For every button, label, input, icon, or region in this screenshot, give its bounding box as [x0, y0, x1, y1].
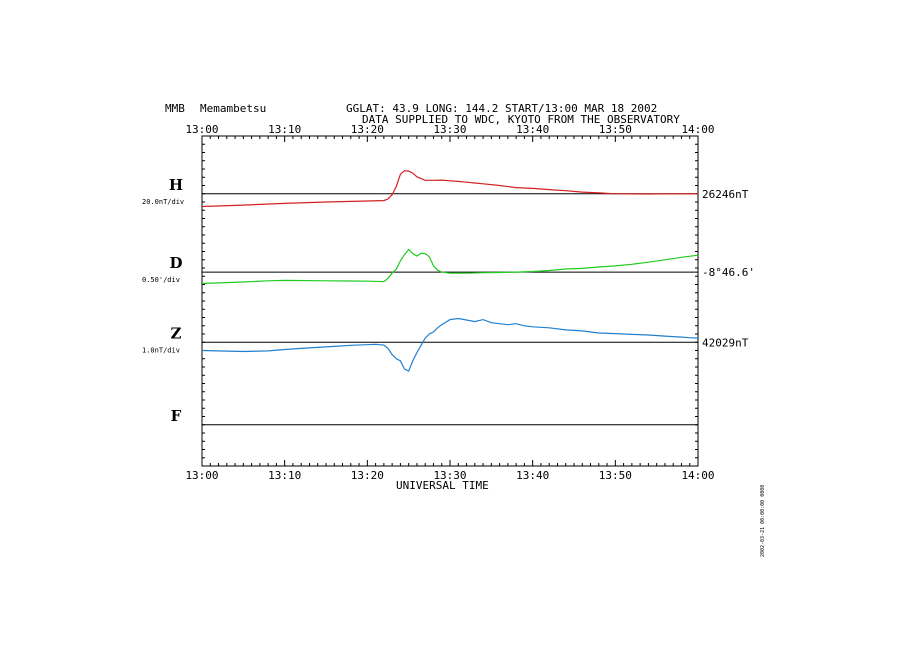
- x-tick-label: 13:40: [516, 469, 549, 482]
- x-tick-label: 13:20: [351, 469, 384, 482]
- component-label: F: [171, 407, 182, 425]
- scale-label: 1.0nT/div: [142, 346, 180, 354]
- x-tick-label: 13:50: [599, 123, 632, 136]
- x-tick-label: 13:10: [268, 469, 301, 482]
- plot-frame: [201, 135, 699, 467]
- series-line-d: [201, 248, 699, 285]
- scale-label: 0.50'/div: [142, 276, 180, 284]
- x-tick-label: 13:30: [433, 123, 466, 136]
- station-code: MMB: [165, 102, 185, 115]
- x-tick-label: 14:00: [681, 123, 714, 136]
- panel-f: F: [171, 383, 698, 467]
- baseline-value: -8°46.6': [702, 266, 755, 279]
- x-tick-label: 14:00: [681, 469, 714, 482]
- x-tick-label: 13:20: [351, 123, 384, 136]
- x-tick-label: 13:00: [185, 469, 218, 482]
- series-line-z: [201, 317, 699, 372]
- x-tick-label: 13:30: [433, 469, 466, 482]
- top-axis: 13:00 13:10 13:20 13:30 13:40 13:50 14:00: [185, 123, 715, 142]
- station-info: GGLAT: 43.9 LONG: 144.2 START/13:00 MAR …: [346, 102, 657, 115]
- component-label: H: [169, 176, 183, 194]
- x-tick-label: 13:40: [516, 123, 549, 136]
- series-line-h: [201, 170, 698, 208]
- baseline-value: 42029nT: [702, 336, 749, 349]
- panel-d: D 0.50'/div -8°46.6': [142, 218, 755, 302]
- data-source: DATA SUPPLIED TO WDC, KYOTO FROM THE OBS…: [362, 113, 680, 126]
- x-tick-label: 13:50: [599, 469, 632, 482]
- baseline-value: 26246nT: [702, 188, 749, 201]
- x-tick-label: 13:10: [268, 123, 301, 136]
- component-label: D: [169, 254, 182, 272]
- scale-label: 20.0nT/div: [142, 198, 184, 206]
- bottom-axis: 13:00 13:10 13:20 13:30 13:40 13:50 14:00: [185, 460, 715, 482]
- x-tick-label: 13:00: [185, 123, 218, 136]
- panel-h: H 20.0nT/div 26246nT: [142, 135, 749, 219]
- x-axis-label: UNIVERSAL TIME: [396, 479, 489, 492]
- component-label: Z: [171, 324, 182, 342]
- print-stamp: 2002-03-21 00:00:00 0000: [760, 485, 766, 557]
- panel-z: Z 1.0nT/div 42029nT: [142, 300, 749, 384]
- component-panels: H 20.0nT/div 26246nT D 0.50'/div -8°46.6' Z 1.0…: [142, 135, 755, 467]
- station-name: Memambetsu: [200, 102, 266, 115]
